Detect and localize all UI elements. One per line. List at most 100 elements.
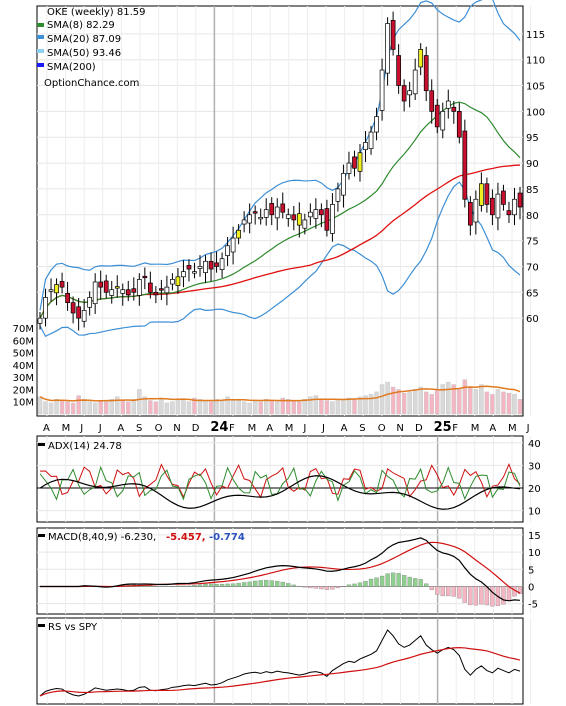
candle-body: [473, 198, 479, 223]
macd-histogram-bar: [208, 583, 214, 587]
macd-histogram-bar: [517, 586, 523, 594]
candle-body: [506, 210, 512, 216]
volume-bar: [81, 399, 87, 415]
volume-tick-label: 70M: [13, 324, 34, 335]
volume-bar: [363, 395, 368, 415]
legend-sma20-swatch: [37, 35, 44, 39]
volume-bar: [65, 401, 70, 415]
macd-tick-label: -5: [528, 600, 538, 611]
x-tick-label: N: [396, 423, 403, 434]
candle-body: [269, 203, 275, 216]
candle-body: [324, 208, 330, 231]
volume-bar: [390, 386, 396, 415]
indicator-lines: [37, 442, 523, 697]
grid-lines: [37, 6, 532, 704]
macd-tick-label: 15: [528, 531, 541, 542]
macd-histogram-bar: [330, 586, 335, 590]
candle-body: [225, 245, 230, 256]
volume-bar: [490, 394, 495, 415]
volume-bar: [291, 400, 297, 415]
candle-body: [319, 209, 324, 216]
x-tick-label: D: [415, 423, 423, 434]
rs-average-line: [39, 646, 521, 697]
macd-histogram-bar: [186, 585, 192, 587]
price-panel-frame: [36, 5, 524, 417]
candle-body: [495, 193, 501, 219]
macd-histogram-bar: [286, 583, 291, 587]
macd-histogram-bar: [385, 573, 390, 587]
candle-body: [120, 289, 126, 294]
candle-body: [462, 130, 468, 200]
macd-histogram-bar: [374, 577, 379, 587]
lower-band-line: [39, 181, 521, 338]
candle-body: [164, 286, 170, 294]
volume-bar: [241, 401, 247, 415]
price-tick-label: 95: [526, 133, 539, 144]
price-tick-label: 105: [526, 82, 545, 93]
volume-bar: [385, 381, 390, 415]
macd-histogram-bar: [269, 580, 274, 587]
macd-histogram-bar: [490, 586, 495, 607]
candle-body: [335, 188, 341, 202]
price-tick-label: 70: [526, 262, 539, 273]
candle-body: [230, 237, 236, 253]
x-tick-label: M: [508, 423, 517, 434]
candle-body: [114, 286, 120, 289]
volume-bar: [457, 389, 462, 415]
volume-bar: [219, 400, 225, 415]
volume-bar: [374, 391, 379, 415]
macd-histogram-bar: [479, 586, 484, 605]
candle-body: [352, 156, 357, 169]
candle-body: [175, 276, 181, 286]
candle-body: [357, 152, 363, 172]
macd-histogram-bar: [308, 586, 313, 589]
candle-body: [390, 20, 396, 50]
x-tick-label: F: [452, 423, 458, 434]
volume-bar: [252, 400, 258, 415]
macd-histogram-bar: [241, 582, 247, 587]
x-tick-label: N: [173, 423, 180, 434]
adx-line: [39, 475, 521, 510]
price-tick-label: 110: [526, 56, 545, 67]
volume-bar: [114, 396, 120, 415]
volume-bar: [120, 400, 126, 415]
candle-body: [76, 306, 81, 319]
legend-sma20: SMA(20) 87.09: [47, 34, 121, 45]
volume-tick-label: 30M: [13, 373, 34, 384]
macd-histogram-bar: [253, 580, 258, 587]
macd-histogram-bar: [335, 586, 341, 589]
candle-body: [54, 284, 59, 294]
volume-bar: [379, 384, 385, 415]
macd-histogram-bar: [225, 583, 230, 587]
candle-body: [363, 142, 368, 150]
adx-panel-frame: [36, 435, 524, 523]
moving-average-lines: [39, 0, 521, 338]
macd-histogram-bar: [468, 586, 473, 606]
volume-bar: [153, 401, 159, 415]
volume-bar: [131, 399, 137, 415]
candle-body: [153, 291, 159, 296]
volume-bar: [203, 400, 208, 415]
x-tick-label: O: [378, 423, 386, 434]
x-tick-label: M: [471, 423, 480, 434]
legend-sma50-swatch: [37, 49, 44, 53]
volume-bar: [484, 391, 490, 415]
volume-tick-label: 50M: [13, 349, 34, 360]
candle-body: [214, 262, 219, 267]
price-tick-label: 115: [526, 30, 545, 41]
macd-histogram-bar: [429, 586, 434, 591]
macd-histogram-bar: [396, 573, 401, 587]
macd-histogram-bar: [435, 586, 440, 595]
candle-body: [307, 211, 313, 218]
candle-body: [434, 104, 440, 128]
volume-bar: [423, 391, 429, 415]
candle-body: [291, 214, 297, 221]
candle-body: [92, 281, 98, 305]
legend: OKE (weekly) 81.59 SMA(8) 82.29 SMA(20) …: [37, 7, 146, 89]
adx-swatch: [38, 443, 45, 446]
legend-sma8-swatch: [37, 23, 44, 27]
volume-bar: [473, 389, 479, 415]
candle-body: [131, 288, 137, 293]
macd-histogram-bar: [418, 579, 423, 587]
candle-body: [236, 229, 241, 239]
